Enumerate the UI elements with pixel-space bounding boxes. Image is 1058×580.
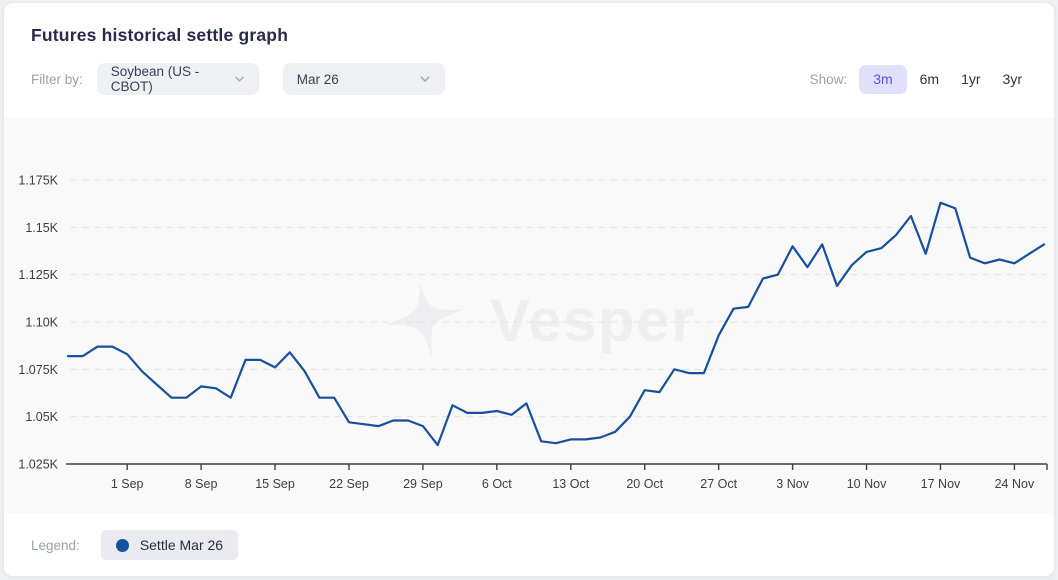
x-tick-label: 8 Sep xyxy=(185,477,218,491)
x-tick-label: 17 Nov xyxy=(921,477,961,491)
y-tick-label: 1.10K xyxy=(25,316,58,330)
controls-row: Filter by: Soybean (US - CBOT) Mar 26 Sh… xyxy=(31,63,1032,95)
show-label: Show: xyxy=(809,71,848,87)
y-tick-label: 1.025K xyxy=(18,458,58,472)
x-tick-label: 1 Sep xyxy=(111,477,144,491)
y-tick-label: 1.125K xyxy=(18,268,58,282)
commodity-dropdown-value: Soybean (US - CBOT) xyxy=(110,64,200,94)
x-tick-label: 20 Oct xyxy=(626,477,663,491)
x-tick-label: 3 Nov xyxy=(776,477,809,491)
series-line[interactable] xyxy=(66,201,1046,447)
chevron-down-icon xyxy=(420,76,430,82)
x-tick-label: 29 Sep xyxy=(403,477,443,491)
contract-dropdown[interactable]: Mar 26 xyxy=(282,63,445,95)
y-tick-label: 1.05K xyxy=(25,410,58,424)
y-tick-label: 1.15K xyxy=(25,221,58,235)
x-tick-label: 24 Nov xyxy=(995,477,1035,491)
legend-label: Legend: xyxy=(31,537,80,553)
x-tick-label: 15 Sep xyxy=(255,477,295,491)
x-tick-label: 27 Oct xyxy=(700,477,737,491)
page-title: Futures historical settle graph xyxy=(31,25,289,45)
legend-item-settle[interactable]: Settle Mar 26 xyxy=(100,530,239,560)
chart-area: Vesper 1.025K 1.05K 1.075K 1.10K 1.125K 1.15K… xyxy=(4,118,1054,513)
range-button-3yr[interactable]: 3yr xyxy=(994,65,1031,94)
chevron-down-icon xyxy=(235,76,244,82)
x-tick-label: 13 Oct xyxy=(552,477,589,491)
y-tick-label: 1.075K xyxy=(18,363,58,377)
legend-series-label: Settle Mar 26 xyxy=(139,537,224,553)
card-header: Futures historical settle graph Filter b… xyxy=(4,3,1054,118)
range-button-6m[interactable]: 6m xyxy=(911,65,948,94)
x-tick-label: 6 Oct xyxy=(482,477,512,491)
y-tick-label: 1.175K xyxy=(18,174,58,188)
legend-row: Legend: Settle Mar 26 xyxy=(4,513,1054,576)
x-tick-label: 10 Nov xyxy=(847,477,887,491)
range-button-3m[interactable]: 3m xyxy=(859,64,907,94)
series-color-dot xyxy=(115,538,129,552)
settle-line-chart[interactable]: 1.025K 1.05K 1.075K 1.10K 1.125K 1.15K 1.175K 1… xyxy=(4,118,1055,513)
filter-by-label: Filter by: xyxy=(31,71,83,87)
futures-settle-card: Futures historical settle graph Filter b… xyxy=(3,2,1055,577)
range-button-1yr[interactable]: 1yr xyxy=(952,65,989,94)
range-selector: Show: 3m 6m 1yr 3yr xyxy=(809,64,1032,94)
x-tick-label: 22 Sep xyxy=(329,477,369,491)
commodity-dropdown[interactable]: Soybean (US - CBOT) xyxy=(96,63,259,95)
contract-dropdown-value: Mar 26 xyxy=(296,71,339,87)
